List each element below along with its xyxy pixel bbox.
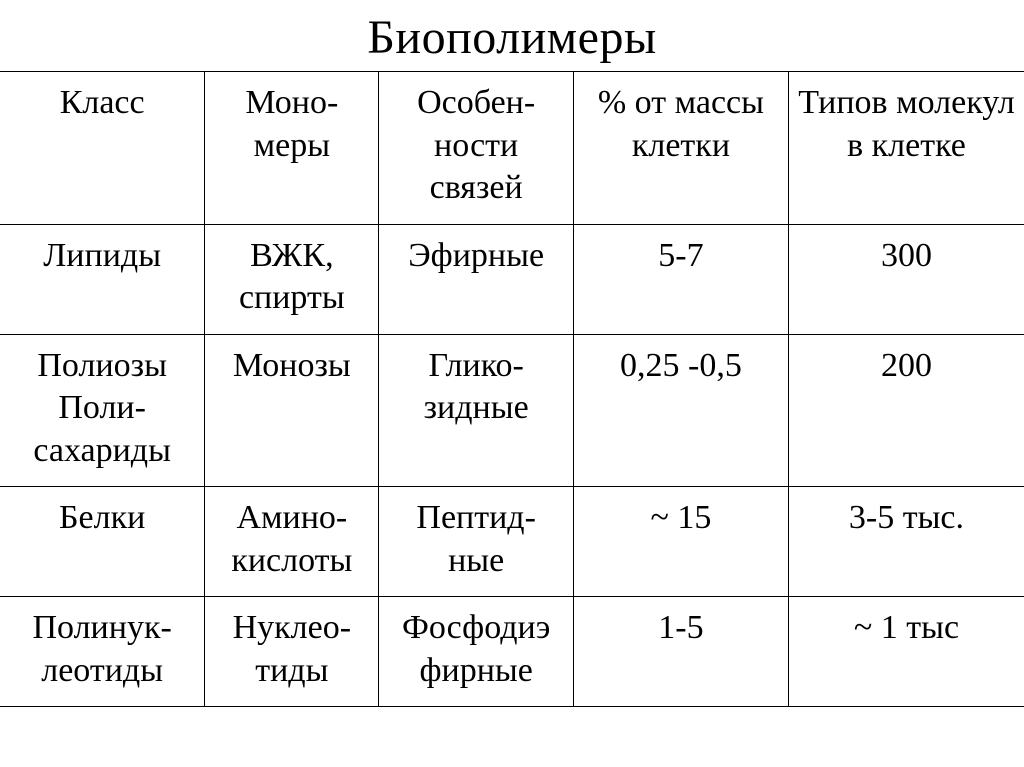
col-header-bonds: Особен-ности связей	[379, 72, 574, 225]
cell-bonds: Фосфодиэфирные	[379, 597, 574, 707]
cell-monomers: Амино-кислоты	[205, 487, 379, 597]
biopolymers-table: Класс Моно-меры Особен-ности связей % от…	[0, 71, 1024, 707]
cell-monomers: Нуклео-тиды	[205, 597, 379, 707]
table-row: Липиды ВЖК, спирты Эфирные 5-7 300	[0, 224, 1024, 334]
cell-types: 300	[788, 224, 1024, 334]
cell-bonds: Глико-зидные	[379, 334, 574, 487]
cell-class: Белки	[0, 487, 205, 597]
table-row: ПолиозыПоли-сахариды Монозы Глико-зидные…	[0, 334, 1024, 487]
cell-class: ПолиозыПоли-сахариды	[0, 334, 205, 487]
cell-percent: 1-5	[573, 597, 788, 707]
page-title: Биополимеры	[0, 10, 1024, 65]
cell-percent: ~ 15	[573, 487, 788, 597]
slide: Биополимеры Класс Моно-меры Особен-ности…	[0, 0, 1024, 767]
cell-monomers: Монозы	[205, 334, 379, 487]
cell-percent: 5-7	[573, 224, 788, 334]
cell-percent: 0,25 -0,5	[573, 334, 788, 487]
col-header-class: Класс	[0, 72, 205, 225]
cell-bonds: Эфирные	[379, 224, 574, 334]
cell-types: 3-5 тыс.	[788, 487, 1024, 597]
cell-bonds: Пептид-ные	[379, 487, 574, 597]
table-row: Полинук-леотиды Нуклео-тиды Фосфодиэфирн…	[0, 597, 1024, 707]
cell-types: 200	[788, 334, 1024, 487]
cell-class: Липиды	[0, 224, 205, 334]
cell-types: ~ 1 тыс	[788, 597, 1024, 707]
col-header-types: Типов молекул в клетке	[788, 72, 1024, 225]
col-header-monomers: Моно-меры	[205, 72, 379, 225]
cell-class: Полинук-леотиды	[0, 597, 205, 707]
cell-monomers: ВЖК, спирты	[205, 224, 379, 334]
col-header-percent: % от массы клетки	[573, 72, 788, 225]
table-header-row: Класс Моно-меры Особен-ности связей % от…	[0, 72, 1024, 225]
table-row: Белки Амино-кислоты Пептид-ные ~ 15 3-5 …	[0, 487, 1024, 597]
